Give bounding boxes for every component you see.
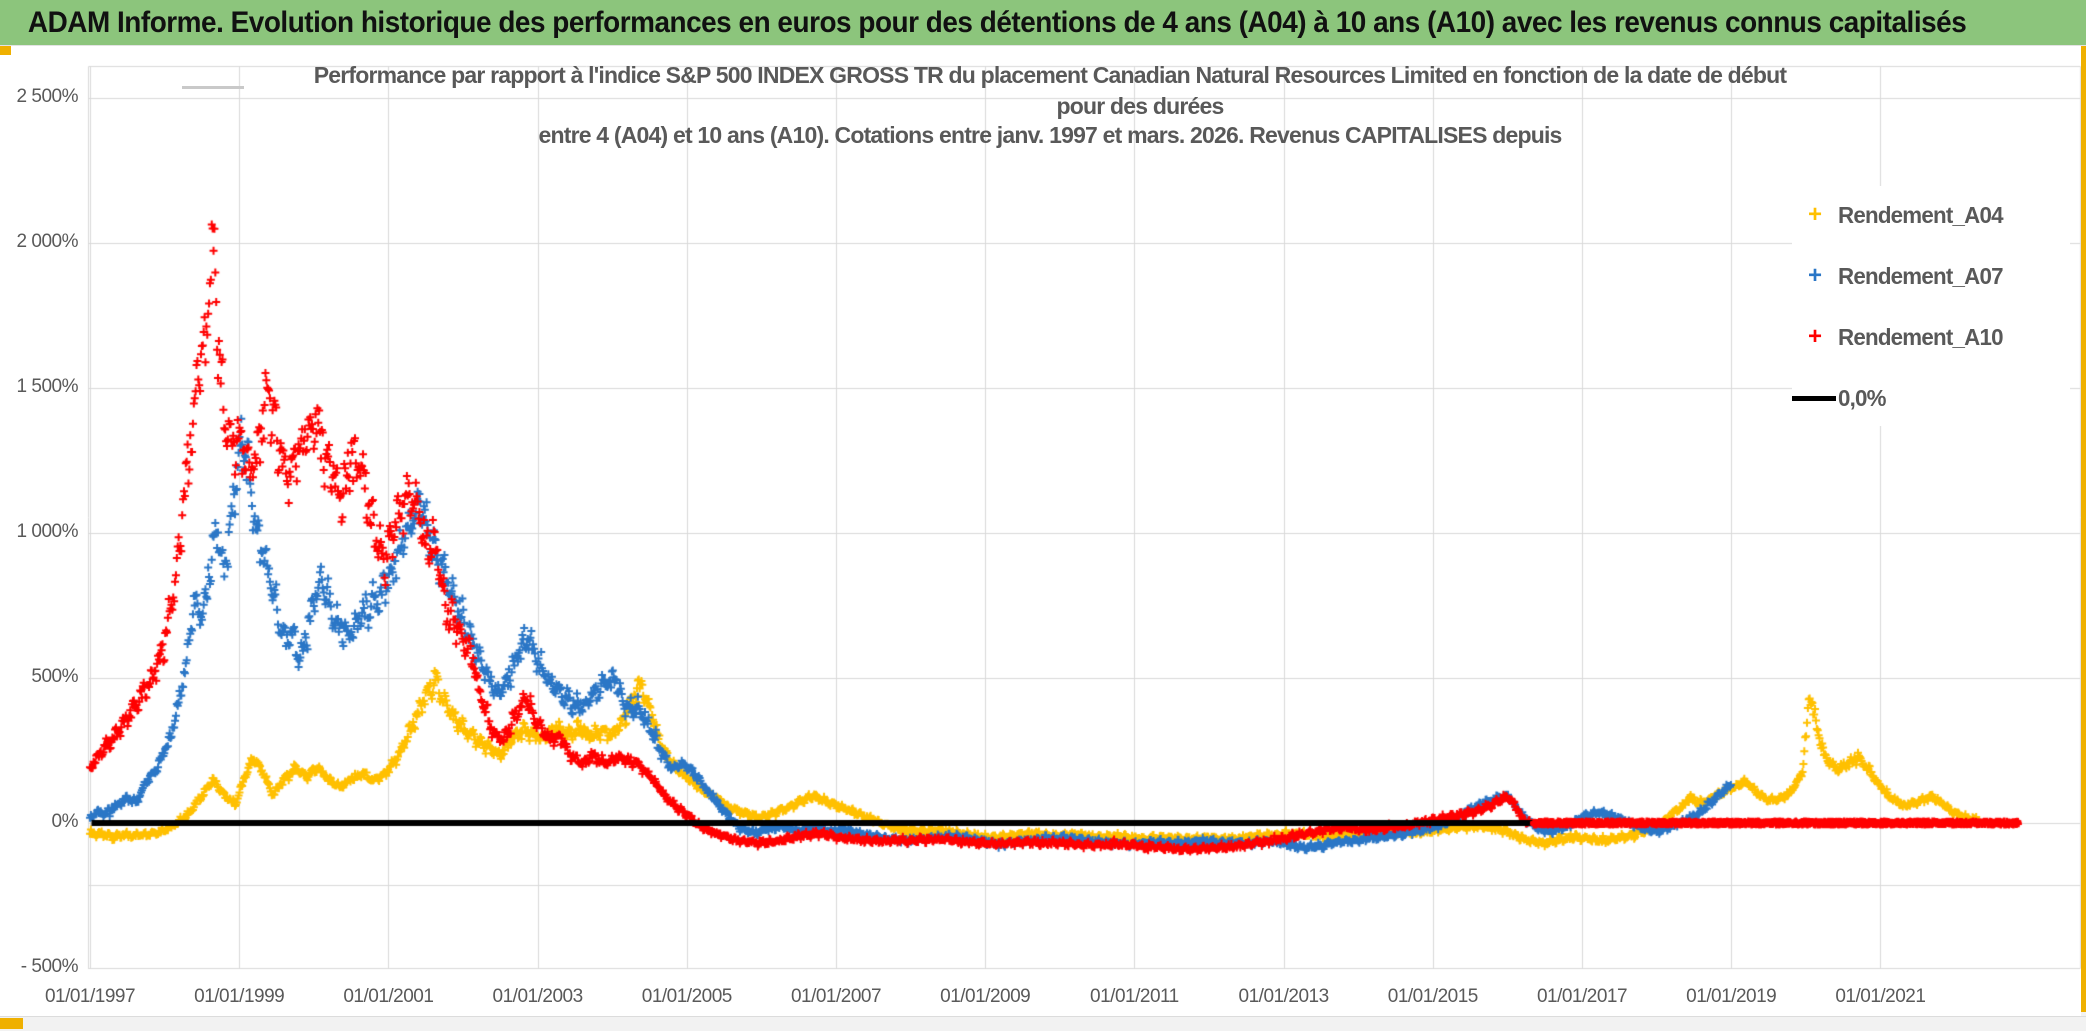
x-tick-label: 01/01/1997 xyxy=(44,986,136,1007)
chart-title-line-2: pour des durées xyxy=(1056,93,1225,119)
x-tick-label: 01/01/2021 xyxy=(1835,986,1926,1007)
y-tick-label: - 500% xyxy=(20,956,79,977)
plus-marker-icon: + xyxy=(1807,262,1822,289)
legend-label: 0,0% xyxy=(1838,384,1887,411)
vertical-scrollbar-thumb[interactable] xyxy=(2081,46,2086,1012)
title-dash-decoration xyxy=(182,86,244,89)
legend-label: Rendement_A10 xyxy=(1838,323,2004,350)
x-tick-label: 01/01/1999 xyxy=(194,986,285,1007)
y-tick-label: 2 500% xyxy=(16,86,79,107)
y-tick-label: 1 500% xyxy=(16,376,79,397)
vertical-scrollbar[interactable] xyxy=(2081,46,2086,1016)
chart-title-line-1: Performance par rapport à l'indice S&P 5… xyxy=(313,62,1787,88)
x-tick-label: 01/01/2019 xyxy=(1686,986,1777,1007)
x-tick-label: 01/01/2013 xyxy=(1238,986,1330,1007)
y-tick-label: 500% xyxy=(31,666,78,687)
horizontal-scrollbar[interactable] xyxy=(0,1016,2086,1031)
legend-item-0-0-[interactable]: 0,0% xyxy=(1792,381,2070,415)
line-marker-icon xyxy=(1792,395,1836,401)
legend-item-rendement-a04[interactable]: + Rendement_A04 xyxy=(1792,198,2070,232)
x-tick-label: 01/01/2003 xyxy=(492,986,584,1007)
y-tick-label: 1 000% xyxy=(16,521,79,542)
x-tick-label: 01/01/2017 xyxy=(1536,986,1628,1007)
plus-marker-icon: + xyxy=(1807,323,1822,350)
legend-item-rendement-a07[interactable]: + Rendement_A07 xyxy=(1792,259,2070,293)
x-tick-label: 01/01/2005 xyxy=(641,986,733,1007)
legend-label: Rendement_A07 xyxy=(1838,262,2004,289)
y-tick-label: 0% xyxy=(51,811,79,832)
horizontal-scrollbar-thumb[interactable] xyxy=(0,1018,23,1029)
x-tick-label: 01/01/2007 xyxy=(790,986,882,1007)
chart-title-line-3: entre 4 (A04) et 10 ans (A10). Cotations… xyxy=(538,122,1562,148)
x-tick-label: 01/01/2011 xyxy=(1090,986,1179,1007)
chart-legend: + Rendement_A04 + Rendement_A07 + Rendement_A… xyxy=(1792,186,2070,426)
x-tick-label: 01/01/2001 xyxy=(343,986,434,1007)
y-tick-label: 2 000% xyxy=(16,231,79,252)
legend-item-rendement-a10[interactable]: + Rendement_A10 xyxy=(1792,320,2070,354)
x-tick-label: 01/01/2015 xyxy=(1387,986,1479,1007)
plus-marker-icon: + xyxy=(1807,201,1822,228)
x-tick-label: 01/01/2009 xyxy=(940,986,1031,1007)
legend-label: Rendement_A04 xyxy=(1838,201,2004,228)
